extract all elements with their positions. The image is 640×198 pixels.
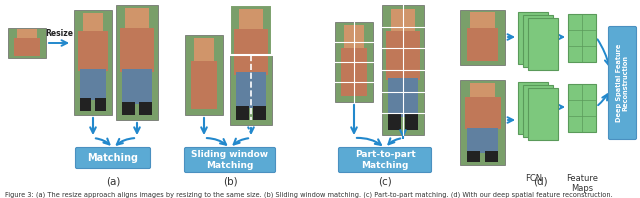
Bar — [191, 61, 218, 109]
FancyBboxPatch shape — [339, 148, 431, 172]
Bar — [230, 5, 272, 125]
Bar — [139, 102, 152, 115]
Bar — [340, 48, 367, 96]
Text: (b): (b) — [223, 176, 237, 186]
FancyBboxPatch shape — [76, 148, 150, 168]
Bar — [344, 25, 364, 49]
Bar — [80, 98, 91, 111]
Bar — [392, 9, 415, 32]
Bar — [467, 151, 480, 162]
FancyBboxPatch shape — [184, 148, 275, 172]
Bar — [236, 106, 249, 120]
Bar — [13, 38, 40, 56]
Bar — [484, 151, 499, 162]
Bar — [467, 128, 499, 153]
Text: Figure 3: (a) The resize approach aligns images by resizing to the same size. (b: Figure 3: (a) The resize approach aligns… — [5, 192, 612, 198]
Bar — [116, 5, 158, 120]
Bar — [234, 29, 268, 75]
Bar — [523, 15, 553, 67]
Bar — [518, 82, 548, 134]
Text: Feature
Maps: Feature Maps — [566, 174, 598, 193]
FancyBboxPatch shape — [609, 27, 637, 140]
Bar — [528, 18, 558, 70]
Bar — [78, 31, 108, 71]
Text: Matching: Matching — [88, 153, 138, 163]
Bar — [236, 72, 266, 108]
Bar — [185, 35, 223, 115]
Bar — [405, 114, 418, 130]
Bar — [568, 84, 596, 132]
Bar — [193, 38, 214, 62]
Bar — [467, 28, 499, 61]
Text: Deep Spatial Feature
Reconstruction: Deep Spatial Feature Reconstruction — [616, 44, 628, 122]
Bar — [335, 22, 373, 102]
Bar — [230, 5, 272, 55]
Bar — [460, 80, 505, 165]
Bar — [122, 102, 135, 115]
Text: (c): (c) — [378, 176, 392, 186]
Text: (d): (d) — [532, 176, 547, 186]
Bar — [253, 106, 266, 120]
Text: (a): (a) — [106, 176, 120, 186]
Bar — [382, 5, 424, 135]
Text: Resize: Resize — [45, 29, 73, 38]
Bar — [125, 9, 148, 29]
Bar — [95, 98, 106, 111]
Bar — [83, 13, 104, 32]
Bar — [386, 31, 420, 80]
Bar — [388, 114, 401, 130]
Bar — [470, 83, 495, 98]
Bar — [465, 97, 500, 129]
Text: Part-to-part
Matching: Part-to-part Matching — [355, 150, 415, 170]
Text: Sliding window
Matching: Sliding window Matching — [191, 150, 269, 170]
Bar — [460, 10, 505, 65]
Bar — [74, 10, 112, 115]
Bar — [8, 28, 46, 58]
Bar — [518, 12, 548, 64]
Bar — [80, 69, 106, 100]
Bar — [470, 12, 495, 29]
Bar — [239, 9, 262, 30]
Bar — [528, 88, 558, 140]
Bar — [523, 85, 553, 137]
Bar — [388, 78, 418, 117]
Bar — [17, 29, 38, 38]
Bar — [568, 14, 596, 62]
Text: FCN: FCN — [525, 174, 543, 183]
Bar — [120, 28, 154, 72]
Bar — [122, 69, 152, 104]
